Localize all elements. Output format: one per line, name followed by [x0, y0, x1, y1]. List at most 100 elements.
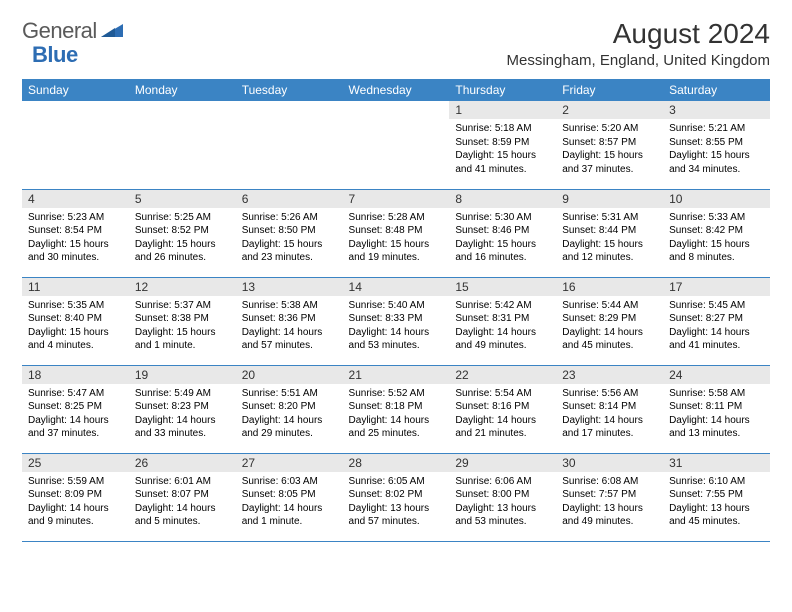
- day-number: 2: [556, 101, 663, 119]
- calendar-cell: 20Sunrise: 5:51 AMSunset: 8:20 PMDayligh…: [236, 365, 343, 453]
- day-data: Sunrise: 5:33 AMSunset: 8:42 PMDaylight:…: [663, 208, 770, 268]
- logo: General: [22, 18, 125, 44]
- calendar-cell-empty: [129, 101, 236, 189]
- calendar-header-row: SundayMondayTuesdayWednesdayThursdayFrid…: [22, 79, 770, 101]
- day-data: Sunrise: 5:30 AMSunset: 8:46 PMDaylight:…: [449, 208, 556, 268]
- calendar-cell: 28Sunrise: 6:05 AMSunset: 8:02 PMDayligh…: [343, 453, 450, 541]
- calendar-cell: 24Sunrise: 5:58 AMSunset: 8:11 PMDayligh…: [663, 365, 770, 453]
- day-data: Sunrise: 6:03 AMSunset: 8:05 PMDaylight:…: [236, 472, 343, 532]
- calendar-cell: 17Sunrise: 5:45 AMSunset: 8:27 PMDayligh…: [663, 277, 770, 365]
- day-data: Sunrise: 6:10 AMSunset: 7:55 PMDaylight:…: [663, 472, 770, 532]
- day-number: 4: [22, 190, 129, 208]
- calendar-row: 11Sunrise: 5:35 AMSunset: 8:40 PMDayligh…: [22, 277, 770, 365]
- day-data: Sunrise: 6:06 AMSunset: 8:00 PMDaylight:…: [449, 472, 556, 532]
- day-number: 3: [663, 101, 770, 119]
- day-number: 17: [663, 278, 770, 296]
- logo-triangle-icon: [101, 21, 123, 42]
- logo-blue-row: Blue: [32, 42, 78, 68]
- day-data: Sunrise: 5:21 AMSunset: 8:55 PMDaylight:…: [663, 119, 770, 179]
- day-data: Sunrise: 6:01 AMSunset: 8:07 PMDaylight:…: [129, 472, 236, 532]
- day-number: 11: [22, 278, 129, 296]
- day-number: 10: [663, 190, 770, 208]
- day-data: Sunrise: 5:58 AMSunset: 8:11 PMDaylight:…: [663, 384, 770, 444]
- day-number: 21: [343, 366, 450, 384]
- calendar-cell: 14Sunrise: 5:40 AMSunset: 8:33 PMDayligh…: [343, 277, 450, 365]
- calendar-cell: 1Sunrise: 5:18 AMSunset: 8:59 PMDaylight…: [449, 101, 556, 189]
- calendar-cell: 16Sunrise: 5:44 AMSunset: 8:29 PMDayligh…: [556, 277, 663, 365]
- calendar-cell: 3Sunrise: 5:21 AMSunset: 8:55 PMDaylight…: [663, 101, 770, 189]
- day-number: 22: [449, 366, 556, 384]
- day-data: Sunrise: 5:35 AMSunset: 8:40 PMDaylight:…: [22, 296, 129, 356]
- calendar-cell: 21Sunrise: 5:52 AMSunset: 8:18 PMDayligh…: [343, 365, 450, 453]
- day-number: 14: [343, 278, 450, 296]
- weekday-header: Tuesday: [236, 79, 343, 101]
- day-data: Sunrise: 6:08 AMSunset: 7:57 PMDaylight:…: [556, 472, 663, 532]
- calendar-cell: 18Sunrise: 5:47 AMSunset: 8:25 PMDayligh…: [22, 365, 129, 453]
- day-number: 25: [22, 454, 129, 472]
- day-data: Sunrise: 5:25 AMSunset: 8:52 PMDaylight:…: [129, 208, 236, 268]
- calendar-cell: 27Sunrise: 6:03 AMSunset: 8:05 PMDayligh…: [236, 453, 343, 541]
- day-number: 27: [236, 454, 343, 472]
- day-number: 31: [663, 454, 770, 472]
- calendar-cell: 19Sunrise: 5:49 AMSunset: 8:23 PMDayligh…: [129, 365, 236, 453]
- weekday-header: Wednesday: [343, 79, 450, 101]
- calendar-cell: 4Sunrise: 5:23 AMSunset: 8:54 PMDaylight…: [22, 189, 129, 277]
- day-number: 28: [343, 454, 450, 472]
- calendar-cell: 29Sunrise: 6:06 AMSunset: 8:00 PMDayligh…: [449, 453, 556, 541]
- day-number: 15: [449, 278, 556, 296]
- day-number: 30: [556, 454, 663, 472]
- calendar-cell: 11Sunrise: 5:35 AMSunset: 8:40 PMDayligh…: [22, 277, 129, 365]
- calendar-cell: 7Sunrise: 5:28 AMSunset: 8:48 PMDaylight…: [343, 189, 450, 277]
- day-data: Sunrise: 5:37 AMSunset: 8:38 PMDaylight:…: [129, 296, 236, 356]
- calendar-cell: 10Sunrise: 5:33 AMSunset: 8:42 PMDayligh…: [663, 189, 770, 277]
- day-number: 29: [449, 454, 556, 472]
- day-number: 16: [556, 278, 663, 296]
- day-data: Sunrise: 5:44 AMSunset: 8:29 PMDaylight:…: [556, 296, 663, 356]
- day-data: Sunrise: 5:42 AMSunset: 8:31 PMDaylight:…: [449, 296, 556, 356]
- calendar-row: 18Sunrise: 5:47 AMSunset: 8:25 PMDayligh…: [22, 365, 770, 453]
- weekday-header: Thursday: [449, 79, 556, 101]
- day-data: Sunrise: 5:23 AMSunset: 8:54 PMDaylight:…: [22, 208, 129, 268]
- header: General August 2024 Messingham, England,…: [22, 18, 770, 69]
- calendar-cell: 15Sunrise: 5:42 AMSunset: 8:31 PMDayligh…: [449, 277, 556, 365]
- day-number: 20: [236, 366, 343, 384]
- calendar-cell-empty: [22, 101, 129, 189]
- title-block: August 2024 Messingham, England, United …: [507, 18, 770, 69]
- calendar-cell: 25Sunrise: 5:59 AMSunset: 8:09 PMDayligh…: [22, 453, 129, 541]
- day-number: 19: [129, 366, 236, 384]
- day-number: 18: [22, 366, 129, 384]
- day-data: Sunrise: 5:38 AMSunset: 8:36 PMDaylight:…: [236, 296, 343, 356]
- calendar-cell: 26Sunrise: 6:01 AMSunset: 8:07 PMDayligh…: [129, 453, 236, 541]
- calendar-cell: 6Sunrise: 5:26 AMSunset: 8:50 PMDaylight…: [236, 189, 343, 277]
- weekday-header: Monday: [129, 79, 236, 101]
- day-data: Sunrise: 5:28 AMSunset: 8:48 PMDaylight:…: [343, 208, 450, 268]
- weekday-header: Sunday: [22, 79, 129, 101]
- day-number: 1: [449, 101, 556, 119]
- day-number: 26: [129, 454, 236, 472]
- location: Messingham, England, United Kingdom: [507, 52, 770, 69]
- day-number: 9: [556, 190, 663, 208]
- calendar-table: SundayMondayTuesdayWednesdayThursdayFrid…: [22, 79, 770, 542]
- day-data: Sunrise: 5:52 AMSunset: 8:18 PMDaylight:…: [343, 384, 450, 444]
- day-data: Sunrise: 5:49 AMSunset: 8:23 PMDaylight:…: [129, 384, 236, 444]
- calendar-cell: 2Sunrise: 5:20 AMSunset: 8:57 PMDaylight…: [556, 101, 663, 189]
- calendar-cell: 5Sunrise: 5:25 AMSunset: 8:52 PMDaylight…: [129, 189, 236, 277]
- calendar-cell-empty: [236, 101, 343, 189]
- month-year: August 2024: [507, 18, 770, 50]
- day-number: 8: [449, 190, 556, 208]
- day-data: Sunrise: 5:54 AMSunset: 8:16 PMDaylight:…: [449, 384, 556, 444]
- day-number: 12: [129, 278, 236, 296]
- day-data: Sunrise: 6:05 AMSunset: 8:02 PMDaylight:…: [343, 472, 450, 532]
- calendar-row: 1Sunrise: 5:18 AMSunset: 8:59 PMDaylight…: [22, 101, 770, 189]
- calendar-cell: 22Sunrise: 5:54 AMSunset: 8:16 PMDayligh…: [449, 365, 556, 453]
- day-number: 24: [663, 366, 770, 384]
- day-number: 23: [556, 366, 663, 384]
- day-data: Sunrise: 5:18 AMSunset: 8:59 PMDaylight:…: [449, 119, 556, 179]
- day-data: Sunrise: 5:47 AMSunset: 8:25 PMDaylight:…: [22, 384, 129, 444]
- day-data: Sunrise: 5:45 AMSunset: 8:27 PMDaylight:…: [663, 296, 770, 356]
- day-number: 7: [343, 190, 450, 208]
- day-data: Sunrise: 5:51 AMSunset: 8:20 PMDaylight:…: [236, 384, 343, 444]
- day-number: 5: [129, 190, 236, 208]
- day-data: Sunrise: 5:31 AMSunset: 8:44 PMDaylight:…: [556, 208, 663, 268]
- day-number: 6: [236, 190, 343, 208]
